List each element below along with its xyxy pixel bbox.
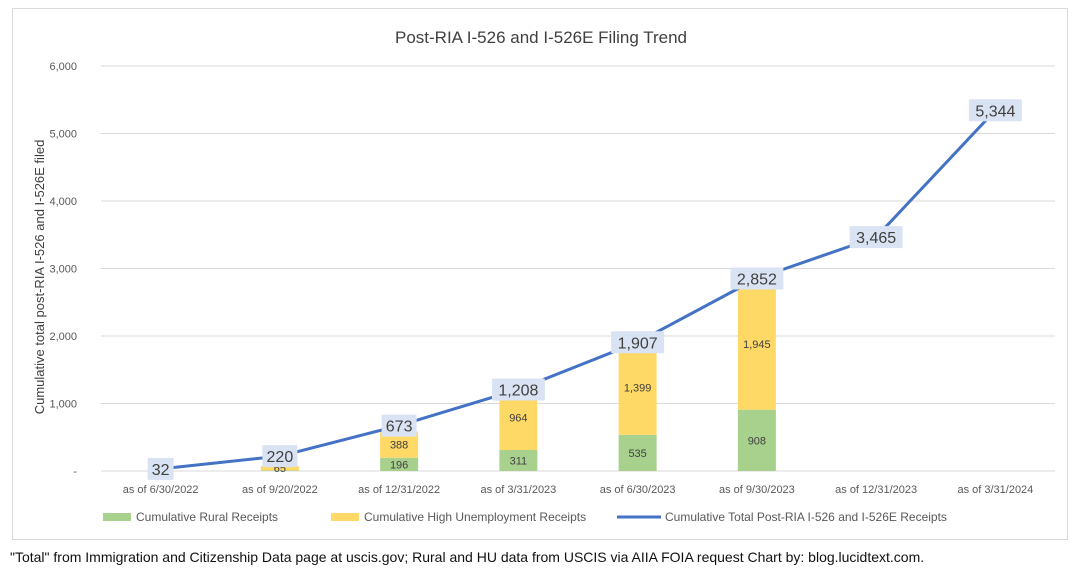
bars bbox=[260, 278, 776, 471]
bar-segment bbox=[260, 470, 299, 471]
bar-data-label: 196 bbox=[390, 459, 408, 471]
y-tick-label: 6,000 bbox=[49, 61, 77, 73]
legend-swatch bbox=[331, 513, 359, 521]
y-tick-label: 5,000 bbox=[49, 129, 77, 141]
line-data-label: 2,852 bbox=[737, 271, 777, 288]
line-data-label: 1,907 bbox=[618, 335, 658, 352]
legend-swatch bbox=[103, 513, 131, 521]
bar-data-label: 964 bbox=[509, 412, 527, 424]
bar-data-label: 1,399 bbox=[624, 383, 652, 395]
line-data-label: 3,465 bbox=[856, 230, 896, 247]
line-data-label: 220 bbox=[267, 449, 294, 466]
bar-data-label: 908 bbox=[748, 435, 766, 447]
line-data-label: 32 bbox=[152, 462, 170, 479]
x-tick-label: as of 12/31/2023 bbox=[835, 484, 917, 496]
source-note: "Total" from Immigration and Citizenship… bbox=[10, 549, 925, 565]
line-label-box bbox=[147, 457, 174, 480]
line-label-box bbox=[381, 414, 417, 437]
total-line bbox=[159, 108, 997, 471]
bar-segment bbox=[499, 450, 538, 471]
bar-segment bbox=[737, 278, 776, 410]
bar-segment bbox=[737, 409, 776, 471]
x-tick-label: as of 6/30/2023 bbox=[600, 484, 676, 496]
y-tick-labels: - 1,000 2,000 3,000 4,000 5,000 6,000 bbox=[49, 61, 77, 478]
bar-segment bbox=[260, 465, 299, 471]
gridlines bbox=[101, 65, 1055, 472]
bar-segment bbox=[618, 340, 657, 435]
filing-trend-chart: Post-RIA I-526 and I-526E Filing Trend C… bbox=[32, 28, 1055, 524]
x-tick-labels: as of 6/30/2022 as of 9/20/2022 as of 12/3… bbox=[123, 484, 1034, 496]
line-label-box bbox=[730, 267, 784, 290]
chart-title: Post-RIA I-526 and I-526E Filing Trend bbox=[395, 28, 687, 47]
line-data-label: 673 bbox=[386, 419, 413, 436]
y-tick-label: - bbox=[73, 466, 77, 478]
bar-segment bbox=[618, 434, 657, 471]
line-label-box bbox=[968, 99, 1022, 122]
y-axis-label: Cumulative total post-RIA I-526 and I-52… bbox=[32, 140, 47, 415]
x-tick-label: as of 9/30/2023 bbox=[719, 484, 795, 496]
bar-segment bbox=[380, 457, 419, 471]
y-tick-label: 1,000 bbox=[49, 399, 77, 411]
bar-data-label: 1,945 bbox=[743, 339, 771, 351]
x-tick-label: as of 3/31/2023 bbox=[480, 484, 556, 496]
y-tick-label: 2,000 bbox=[49, 331, 77, 343]
legend-label: Cumulative Rural Receipts bbox=[136, 510, 278, 524]
legend-label: Cumulative High Unemployment Receipts bbox=[364, 510, 586, 524]
x-tick-label: as of 3/31/2024 bbox=[957, 484, 1033, 496]
y-tick-label: 3,000 bbox=[49, 264, 77, 276]
y-tick-label: 4,000 bbox=[49, 196, 77, 208]
bar-data-label: 311 bbox=[510, 456, 528, 468]
bar-data-label: 388 bbox=[390, 440, 408, 452]
line-label-box bbox=[262, 445, 298, 468]
chart-frame: Post-RIA I-526 and I-526E Filing Trend C… bbox=[12, 8, 1068, 540]
line-label-box bbox=[849, 226, 903, 249]
x-tick-label: as of 9/20/2022 bbox=[242, 484, 318, 496]
line-data-labels: 32 220 673 1,208 1,907 2,852 3,465 5,344 bbox=[147, 99, 1022, 480]
bar-data-label: 535 bbox=[628, 448, 646, 460]
line-label-box bbox=[491, 378, 545, 401]
line-label-box bbox=[611, 331, 665, 354]
line-data-label: 5,344 bbox=[975, 103, 1015, 120]
line-data-label: 1,208 bbox=[498, 382, 538, 399]
legend: Cumulative Rural Receipts Cumulative High… bbox=[103, 510, 947, 524]
total-series-line bbox=[159, 108, 997, 471]
x-tick-label: as of 6/30/2022 bbox=[123, 484, 199, 496]
x-tick-label: as of 12/31/2022 bbox=[358, 484, 440, 496]
legend-label: Cumulative Total Post-RIA I-526 and I-52… bbox=[665, 510, 947, 524]
